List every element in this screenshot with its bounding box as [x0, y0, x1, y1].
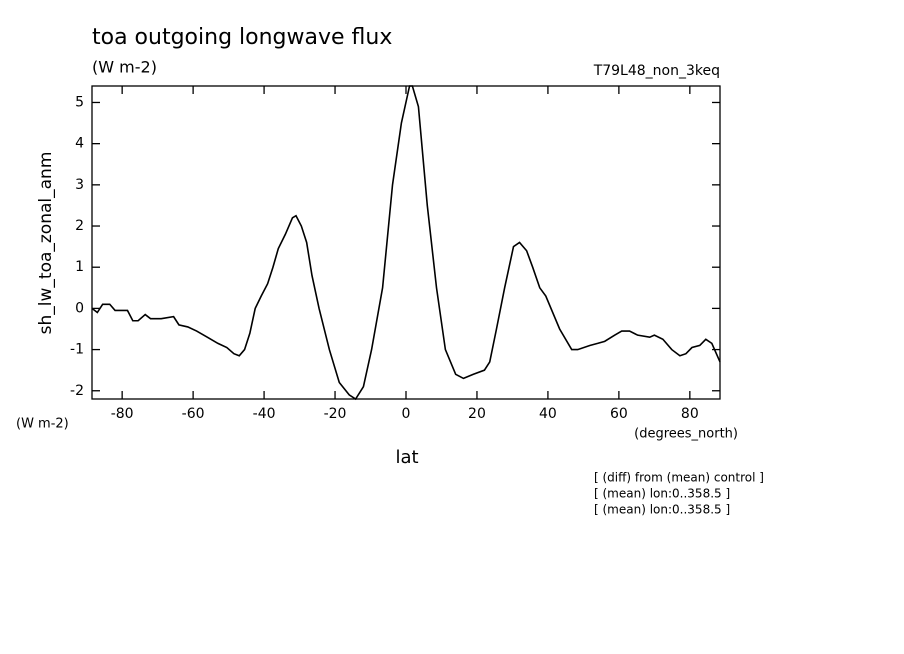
y-units: (W m-2): [16, 417, 69, 432]
x-units: (degrees_north): [634, 427, 738, 442]
data-line: [91, 85, 721, 401]
y-tick-label: 0: [75, 300, 84, 316]
x-tick-label: 40: [539, 406, 557, 422]
y-tick-label: -1: [70, 342, 84, 358]
note: [ (diff) from (mean) control ]: [594, 471, 764, 485]
y-tick-label: -2: [70, 383, 84, 399]
note: [ (mean) lon:0..358.5 ]: [594, 503, 730, 517]
y-tick-label: 2: [75, 218, 84, 234]
x-axis-label: lat: [395, 447, 418, 468]
run-label: T79L48_non_3keq: [593, 63, 720, 79]
y-tick-label: 4: [75, 136, 84, 152]
y-tick-label: 1: [75, 259, 84, 275]
subtitle: (W m-2): [92, 58, 157, 77]
plot-frame: [91, 85, 721, 400]
x-tick-label: -60: [182, 406, 205, 422]
note: [ (mean) lon:0..358.5 ]: [594, 487, 730, 501]
x-tick-label: 0: [402, 406, 411, 422]
x-tick-label: -20: [324, 406, 347, 422]
x-tick-label: -80: [111, 406, 134, 422]
x-tick-label: -40: [253, 406, 276, 422]
chart-title: toa outgoing longwave flux: [92, 25, 392, 50]
y-tick-label: 3: [75, 177, 84, 193]
y-axis-label: sh_lw_toa_zonal_anm: [36, 152, 56, 335]
x-tick-label: 80: [681, 406, 699, 422]
y-tick-label: 5: [75, 94, 84, 110]
x-tick-label: 20: [468, 406, 486, 422]
x-tick-label: 60: [610, 406, 628, 422]
